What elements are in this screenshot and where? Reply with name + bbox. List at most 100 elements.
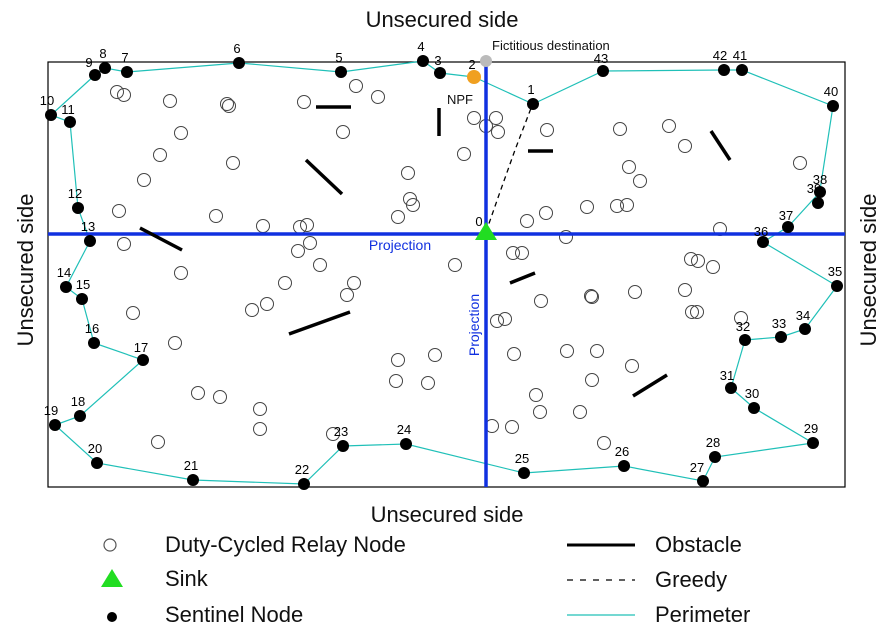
relay-node bbox=[163, 94, 177, 108]
sentinel-node-label: 25 bbox=[515, 451, 529, 466]
relay-node bbox=[498, 312, 512, 326]
sentinel-node-label: 2 bbox=[468, 57, 475, 72]
sentinel-node bbox=[88, 337, 100, 349]
sentinel-node bbox=[434, 67, 446, 79]
sentinel-node-label: 16 bbox=[85, 321, 99, 336]
sentinel-node bbox=[45, 109, 57, 121]
sentinel-node-label: 19 bbox=[44, 403, 58, 418]
perimeter-path-left bbox=[49, 60, 838, 485]
sentinel-node bbox=[618, 460, 630, 472]
sentinel-node bbox=[89, 69, 101, 81]
right-side-label: Unsecured side bbox=[856, 194, 880, 347]
sentinel-node bbox=[831, 280, 843, 292]
sentinel-node bbox=[757, 236, 769, 248]
relay-node bbox=[489, 111, 503, 125]
sentinel-node-label: 34 bbox=[796, 308, 810, 323]
sentinel-node bbox=[739, 334, 751, 346]
relay-node bbox=[662, 119, 676, 133]
relay-node bbox=[421, 376, 435, 390]
sentinel-node bbox=[807, 437, 819, 449]
sentinel-node bbox=[99, 62, 111, 74]
obstacle-segment bbox=[632, 373, 668, 398]
sentinel-node-label: 33 bbox=[772, 316, 786, 331]
sentinel-node-label: 39 bbox=[807, 181, 821, 196]
sentinel-node bbox=[827, 100, 839, 112]
sentinel-node-label: 22 bbox=[295, 462, 309, 477]
relay-node bbox=[490, 314, 504, 328]
relay-node bbox=[291, 244, 305, 258]
sentinel-node-label: 18 bbox=[71, 394, 85, 409]
sentinel-node-label: 17 bbox=[134, 340, 148, 355]
sentinel-node bbox=[527, 98, 539, 110]
relay-node bbox=[401, 166, 415, 180]
sentinel-node bbox=[137, 354, 149, 366]
relay-node bbox=[534, 294, 548, 308]
sentinel-node-label: 28 bbox=[706, 435, 720, 450]
sentinel-node-label: 31 bbox=[720, 368, 734, 383]
left-side-label: Unsecured side bbox=[13, 194, 38, 347]
sentinel-node bbox=[748, 402, 760, 414]
relay-node bbox=[678, 139, 692, 153]
relay-node bbox=[213, 390, 227, 404]
relay-node bbox=[685, 305, 699, 319]
sentinel-node bbox=[64, 116, 76, 128]
bottom-side-label: Unsecured side bbox=[371, 502, 524, 527]
sentinel-node-label: 43 bbox=[594, 51, 608, 66]
top-side-label: Unsecured side bbox=[366, 7, 519, 32]
sentinel-node bbox=[76, 293, 88, 305]
relay-node bbox=[507, 347, 521, 361]
sink-id-label: 0 bbox=[475, 214, 482, 229]
sentinel-node-label: 8 bbox=[99, 46, 106, 61]
sentinel-node bbox=[518, 467, 530, 479]
sentinel-node bbox=[812, 197, 824, 209]
relay-node bbox=[734, 311, 748, 325]
relay-node bbox=[559, 230, 573, 244]
relay-node bbox=[585, 290, 599, 304]
relay-node bbox=[110, 85, 124, 99]
sentinel-node bbox=[597, 65, 609, 77]
obstacle-segment bbox=[288, 310, 351, 336]
relay-node bbox=[297, 95, 311, 109]
sentinel-node-label: 20 bbox=[88, 441, 102, 456]
relay-node bbox=[678, 283, 692, 297]
sentinel-node-label: 10 bbox=[40, 93, 54, 108]
projection-horizontal-label: Projection bbox=[369, 237, 431, 253]
obstacle-group bbox=[139, 105, 732, 398]
legend-greedy-label: Greedy bbox=[655, 567, 727, 592]
sentinel-node-label: 35 bbox=[828, 264, 842, 279]
relay-node bbox=[174, 126, 188, 140]
relay-node bbox=[613, 122, 627, 136]
relay-node bbox=[691, 254, 705, 268]
sentinel-node-label: 27 bbox=[690, 460, 704, 475]
relay-node bbox=[256, 219, 270, 233]
obstacle-segment bbox=[139, 226, 183, 252]
sentinel-node-label: 12 bbox=[68, 186, 82, 201]
relay-node bbox=[153, 148, 167, 162]
perimeter-path-group bbox=[49, 60, 838, 485]
relay-node bbox=[174, 266, 188, 280]
relay-node bbox=[506, 246, 520, 260]
relay-node bbox=[428, 348, 442, 362]
legend-sink-icon bbox=[101, 569, 123, 587]
legend-relay-icon bbox=[103, 538, 117, 552]
sentinel-node-label: 38 bbox=[813, 172, 827, 187]
legend-obstacle-label: Obstacle bbox=[655, 532, 742, 557]
relay-node bbox=[467, 111, 481, 125]
relay-node bbox=[533, 405, 547, 419]
relay-node bbox=[505, 420, 519, 434]
relay-node bbox=[584, 289, 598, 303]
sentinel-node bbox=[298, 478, 310, 490]
sentinel-node bbox=[417, 55, 429, 67]
sentinel-node-label: 14 bbox=[57, 265, 71, 280]
relay-node bbox=[684, 252, 698, 266]
relay-node bbox=[690, 305, 704, 319]
sentinel-node bbox=[782, 221, 794, 233]
sentinel-node bbox=[400, 438, 412, 450]
relay-node bbox=[226, 156, 240, 170]
legend-perimeter-label: Perimeter bbox=[655, 602, 750, 627]
sentinel-node-label: 26 bbox=[615, 444, 629, 459]
sentinel-node-label: 40 bbox=[824, 84, 838, 99]
relay-node bbox=[137, 173, 151, 187]
relay-node bbox=[347, 276, 361, 290]
